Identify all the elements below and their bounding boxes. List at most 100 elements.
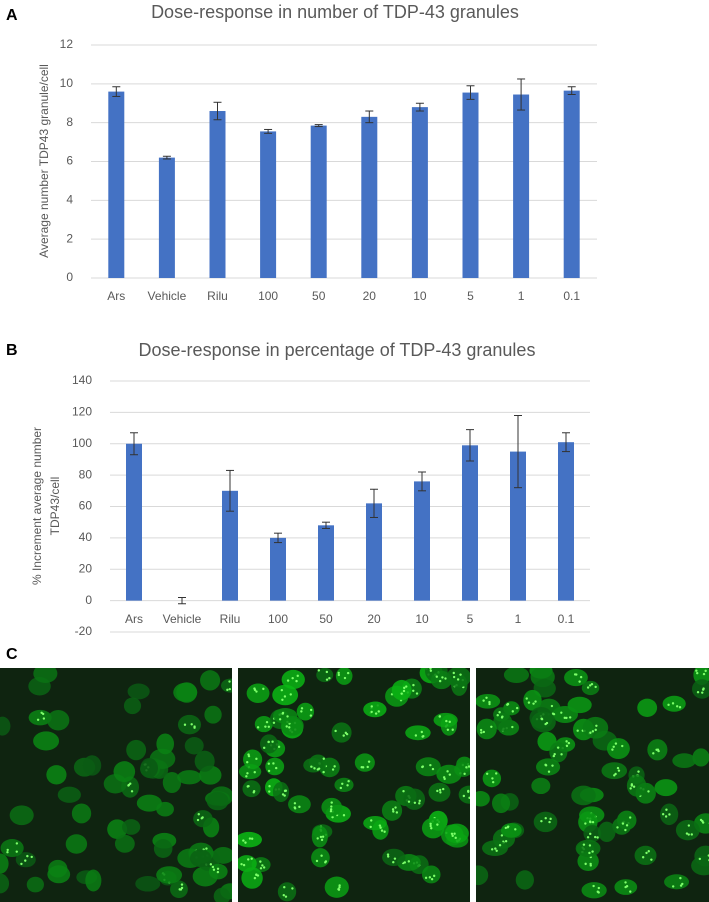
granule [341,782,344,785]
cell-nucleus [241,867,263,889]
granule [453,832,456,835]
granule [41,712,45,716]
granule [267,762,271,765]
granule [628,816,632,819]
granule [451,728,454,731]
cell-nucleus [476,693,501,709]
granule [498,844,502,847]
granule [612,745,615,748]
granule [420,730,424,734]
granule [685,832,689,835]
granule [316,768,320,771]
error-bar [274,532,282,544]
granule [284,789,288,792]
granule [345,732,349,736]
cell-nucleus [672,753,697,769]
granule [687,824,691,827]
granule [506,826,509,829]
cell-nucleus [189,849,212,868]
granule [324,860,328,863]
granule [641,856,645,859]
granule [329,810,333,813]
error-bar [415,102,424,112]
granule [647,790,650,793]
cell-nucleus [0,853,9,874]
error-bar [365,110,374,124]
granule [624,881,627,884]
granule [316,837,319,840]
granule [548,820,551,824]
cell-nucleus [254,716,274,733]
cell-nucleus [33,668,58,683]
granule [421,765,425,768]
cell-nucleus [242,780,261,798]
granule [130,790,134,793]
granule [624,828,627,832]
cell-nucleus [303,757,324,773]
granule [333,765,336,768]
cell-nucleus [260,734,279,754]
granule [614,772,617,776]
granule [342,734,345,737]
cell-nucleus [127,683,150,700]
granule [671,885,675,888]
cell-nucleus [123,697,142,715]
granule [668,813,671,816]
cell-nucleus [354,753,375,772]
granule [328,676,331,680]
cell-nucleus [692,748,709,767]
granule [432,874,436,878]
granule [212,868,216,871]
x-tick-label: 100 [258,289,278,303]
cell-nucleus [136,794,162,812]
granule [262,746,266,750]
granule [446,770,449,773]
cell-nucleus [156,866,183,884]
granule [485,696,488,700]
granule [268,790,271,793]
granule [698,857,702,861]
granule [289,693,292,696]
granule [343,676,347,680]
cell-nucleus [571,785,596,806]
cell-nucleus [381,800,403,821]
cell-nucleus [577,851,599,871]
bar [411,107,428,278]
granule [678,706,682,709]
error-bar [264,128,273,134]
granule [582,843,586,846]
micrograph [476,668,709,902]
cell-nucleus [177,770,202,785]
y-tick-label: 4 [66,193,73,207]
granule [438,715,441,718]
cell-nucleus [476,790,490,807]
cell-nucleus [184,737,204,755]
granule [320,854,323,857]
y-tick-label: 12 [60,37,74,51]
granule [551,764,554,767]
error-bar [466,429,474,462]
y-tick-label: 20 [79,561,93,575]
granule [544,817,547,820]
bar [462,92,479,278]
granule [594,728,597,732]
granule [625,824,629,827]
y-tick-label: 6 [66,154,73,168]
granule [337,673,341,677]
granule [446,728,450,731]
granule [272,721,276,724]
granule [190,723,193,726]
cell-nucleus [28,709,52,726]
granule [259,867,263,870]
cell-nucleus [65,834,88,854]
granule [228,680,231,683]
granule [412,689,415,692]
granule [281,711,285,715]
granule [309,714,313,717]
granule [261,864,264,867]
granule [315,859,319,863]
bar [310,125,327,279]
granule [337,888,340,891]
cell-nucleus [606,738,630,759]
